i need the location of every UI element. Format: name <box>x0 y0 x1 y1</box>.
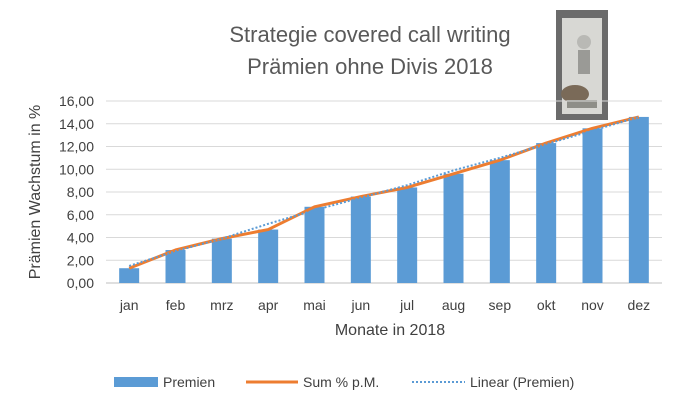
x-tick-label: mrz <box>210 297 233 313</box>
x-tick-label: jun <box>350 297 370 313</box>
y-tick-label: 14,00 <box>59 116 94 132</box>
y-axis-label: Prämien Wachstum in % <box>27 105 44 280</box>
bar-premien <box>489 160 510 283</box>
x-tick-label: nov <box>581 297 604 313</box>
y-tick-label: 8,00 <box>67 184 94 200</box>
x-axis-label: Monate in 2018 <box>335 322 445 339</box>
y-tick-label: 10,00 <box>59 161 94 177</box>
series-trendline-linear <box>128 115 640 267</box>
x-tick-label: dez <box>628 297 651 313</box>
chart-title-line-1: Strategie covered call writing <box>229 22 510 47</box>
bar-premien <box>443 173 464 283</box>
bar-premien <box>119 268 140 283</box>
x-tick-label: okt <box>537 297 556 313</box>
legend-label-sum: Sum % p.M. <box>303 374 379 390</box>
legend-label-premien: Premien <box>163 374 215 390</box>
bars <box>119 116 649 283</box>
chart-title-line-2: Prämien ohne Divis 2018 <box>247 54 493 79</box>
bar-premien <box>350 196 371 283</box>
bar-premien <box>258 229 279 283</box>
lines <box>128 115 640 270</box>
bar-premien <box>536 143 557 283</box>
y-tick-label: 2,00 <box>67 252 94 268</box>
bar-premien <box>628 116 649 283</box>
bar-premien <box>397 187 418 283</box>
bar-premien <box>211 238 232 283</box>
x-tick-label: aug <box>442 297 465 313</box>
child-with-dog-photo-icon <box>556 10 608 120</box>
bar-premien <box>165 250 186 283</box>
legend: Premien Sum % p.M. Linear (Premien) <box>114 374 574 390</box>
y-axis-ticks: 0,00 2,00 4,00 6,00 8,00 10,00 12,00 14,00 16,00 <box>59 93 94 291</box>
x-tick-label: jan <box>119 297 139 313</box>
x-tick-label: feb <box>166 297 186 313</box>
x-tick-label: sep <box>489 297 512 313</box>
y-tick-label: 0,00 <box>67 275 94 291</box>
bar-premien <box>304 206 325 283</box>
y-tick-label: 12,00 <box>59 139 94 155</box>
x-axis-ticks: jan feb mrz apr mai jun jul aug sep okt nov dez <box>119 297 650 313</box>
legend-label-linear: Linear (Premien) <box>470 374 574 390</box>
y-tick-label: 4,00 <box>67 230 94 246</box>
x-tick-label: jul <box>399 297 414 313</box>
y-tick-label: 16,00 <box>59 93 94 109</box>
legend-swatch-premien <box>114 377 158 387</box>
series-line-sum <box>128 115 640 270</box>
y-tick-label: 6,00 <box>67 207 94 223</box>
bar-premien <box>582 128 603 283</box>
x-tick-label: mai <box>303 297 326 313</box>
x-tick-label: apr <box>258 297 279 313</box>
